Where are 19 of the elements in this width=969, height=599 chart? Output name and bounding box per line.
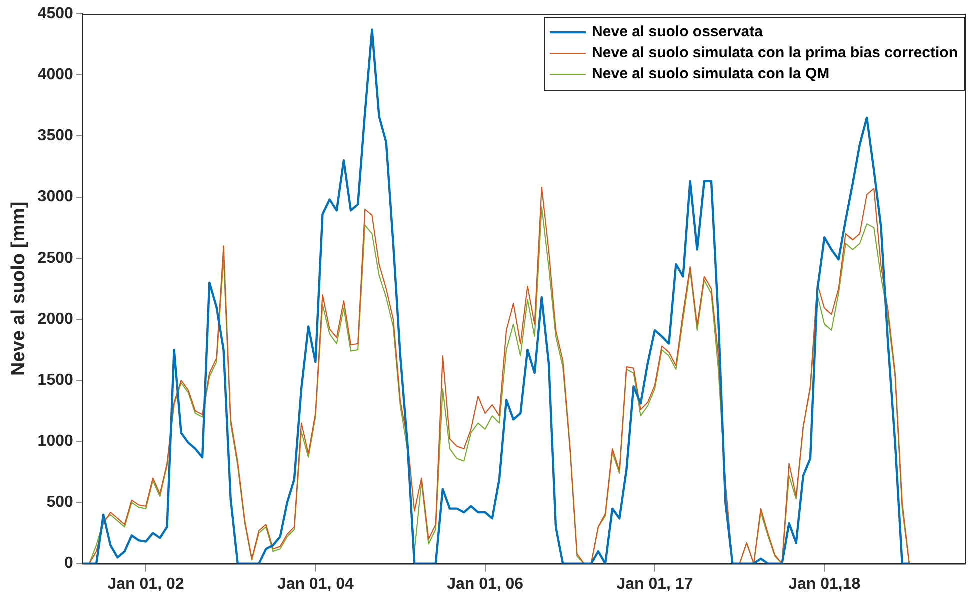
legend-label: Neve al suolo simulata con la prima bias correction xyxy=(592,44,958,62)
y-tick-label: 3000 xyxy=(38,188,74,206)
legend-label: Neve al suolo osservata xyxy=(592,24,764,41)
y-axis-title: Neve al suolo [mm] xyxy=(8,202,30,376)
x-tick-label: Jan 01, 06 xyxy=(447,576,524,593)
x-tick-label: Jan 01,18 xyxy=(788,576,861,593)
x-tick-label: Jan 01, 02 xyxy=(108,576,184,593)
x-tick-label: Jan 01, 17 xyxy=(616,576,694,593)
y-tick-label: 4000 xyxy=(38,66,74,84)
y-tick-label: 1000 xyxy=(38,433,74,450)
y-tick-label: 2500 xyxy=(38,250,74,267)
y-tick-label: 3500 xyxy=(38,128,74,145)
y-tick-label: 2000 xyxy=(38,310,74,328)
y-tick-label: 0 xyxy=(64,555,74,572)
y-tick-label: 4500 xyxy=(38,5,74,22)
x-tick-label: Jan 01, 04 xyxy=(277,576,354,593)
y-tick-label: 500 xyxy=(46,494,74,512)
legend-label: Neve al suolo simulata con la QM xyxy=(592,66,830,83)
y-tick-label: 1500 xyxy=(38,372,74,389)
